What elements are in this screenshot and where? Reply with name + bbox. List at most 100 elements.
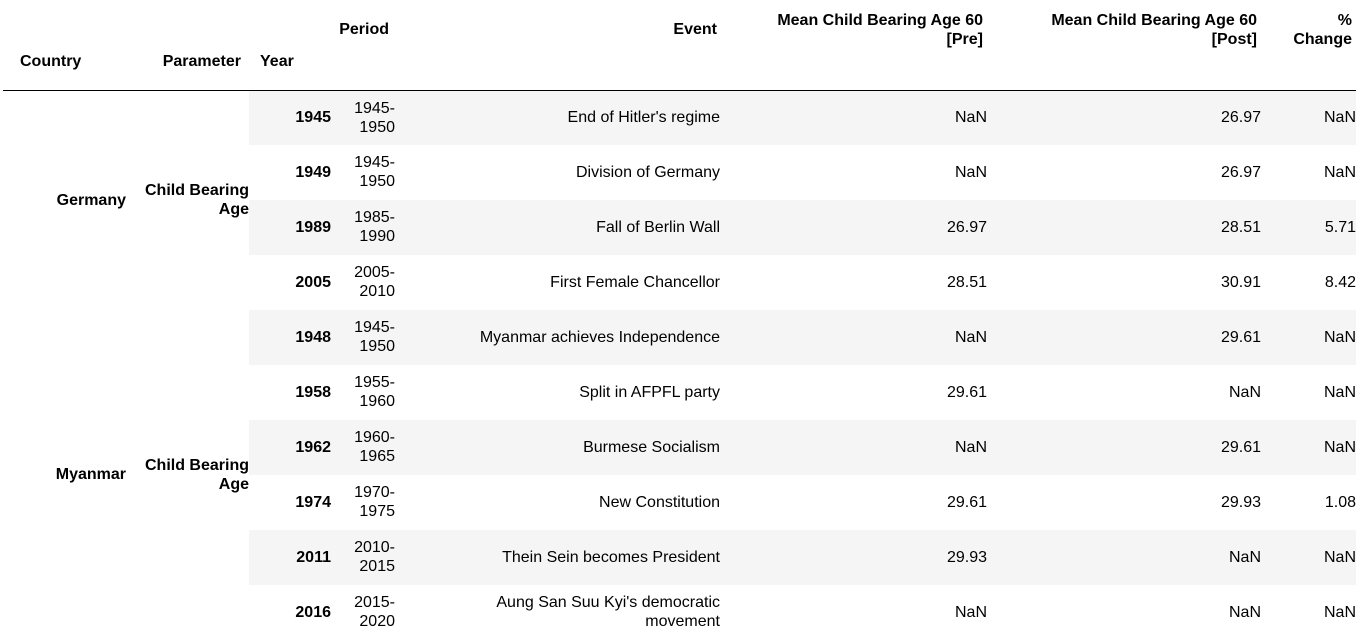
event-cell: Division of Germany xyxy=(395,144,720,200)
post-cell: 30.91 xyxy=(987,254,1261,310)
year-cell: 2011 xyxy=(249,529,331,585)
header-change: % Change xyxy=(1261,0,1356,52)
period-line2: 1975 xyxy=(359,503,395,520)
table-row: 2011 2010- 2015 Thein Sein becomes Presid… xyxy=(3,529,1356,585)
header-blank-3 xyxy=(395,52,720,91)
event-cell: Burmese Socialism xyxy=(395,419,720,475)
change-cell: 8.42 xyxy=(1261,254,1356,310)
header-country: Country xyxy=(20,53,82,70)
country-cell-myanmar: Myanmar xyxy=(3,309,126,640)
year-cell: 1974 xyxy=(249,474,331,530)
post-cell: NaN xyxy=(987,584,1261,640)
header-row-columns: Period Event Mean Child Bearing Age 60 [… xyxy=(3,0,1356,52)
period-line1: 1985- xyxy=(354,209,395,226)
year-cell: 1948 xyxy=(249,309,331,365)
header-blank-5 xyxy=(987,52,1261,91)
parameter-line1: Child Bearing xyxy=(144,456,249,474)
header-blank-country xyxy=(3,0,126,52)
year-cell: 1945 xyxy=(249,90,331,145)
parameter-cell-germany: Child Bearing Age xyxy=(126,90,249,310)
event-cell: Thein Sein becomes President xyxy=(395,529,720,585)
period-line2: 1950 xyxy=(359,338,395,355)
table-row: 2016 2015- 2020 Aung San Suu Kyi's democr… xyxy=(3,584,1356,640)
parameter-line2: Age xyxy=(218,201,249,219)
change-cell: 5.71 xyxy=(1261,199,1356,255)
pre-cell: 28.51 xyxy=(720,254,987,310)
header-period: Period xyxy=(339,21,389,38)
pre-cell: 29.61 xyxy=(720,364,987,420)
table-row: Germany Child Bearing Age 1945 1945- 1950… xyxy=(3,90,1356,310)
header-change-line2: Change xyxy=(1293,30,1352,48)
year-cell: 2016 xyxy=(249,584,331,640)
post-cell: 28.51 xyxy=(987,199,1261,255)
period-cell: 1970- 1975 xyxy=(331,474,395,530)
table-row: 1949 1945- 1950 Division of Germany NaN 2… xyxy=(3,144,1356,200)
table-row: Myanmar Child Bearing Age 1948 1945- 1950… xyxy=(3,309,1356,640)
period-line2: 2010 xyxy=(359,283,395,300)
period-cell: 1955- 1960 xyxy=(331,364,395,420)
period-cell: 1945- 1950 xyxy=(331,144,395,200)
period-line1: 1955- xyxy=(354,374,395,391)
header-blank-parameter xyxy=(126,0,249,52)
change-cell: NaN xyxy=(1261,584,1356,640)
period-line2: 1990 xyxy=(359,228,395,245)
table-body: Germany Child Bearing Age 1945 1945- 1950… xyxy=(3,90,1356,640)
pre-cell: NaN xyxy=(720,419,987,475)
event-cell: End of Hitler's regime xyxy=(395,90,720,145)
event-cell: Split in AFPFL party xyxy=(395,364,720,420)
change-cell: NaN xyxy=(1261,309,1356,365)
period-line2: 2020 xyxy=(359,613,395,630)
period-cell: 1985- 1990 xyxy=(331,199,395,255)
event-cell: New Constitution xyxy=(395,474,720,530)
post-cell: 29.61 xyxy=(987,419,1261,475)
header-pre-line1: Mean Child Bearing Age 60 xyxy=(777,11,983,29)
parameter-line1: Child Bearing xyxy=(144,182,249,200)
period-line2: 1950 xyxy=(359,173,395,190)
period-line1: 2015- xyxy=(354,594,395,611)
header-pre: Mean Child Bearing Age 60 [Pre] xyxy=(720,0,987,52)
header-blank-year xyxy=(249,0,331,52)
event-cell: Aung San Suu Kyi's democratic movement xyxy=(395,584,720,640)
table-row: 1974 1970- 1975 New Constitution 29.61 29… xyxy=(3,474,1356,530)
period-cell: 1945- 1950 xyxy=(331,90,395,145)
header-change-line1: % xyxy=(1337,11,1352,29)
header-blank-2 xyxy=(331,52,395,91)
post-cell: 26.97 xyxy=(987,144,1261,200)
year-cell: 1962 xyxy=(249,419,331,475)
parameter-cell-myanmar: Child Bearing Age xyxy=(126,309,249,640)
period-line1: 2005- xyxy=(354,264,395,281)
year-cell: 1958 xyxy=(249,364,331,420)
period-line2: 1950 xyxy=(359,118,395,136)
year-cell: 2005 xyxy=(249,254,331,310)
pre-cell: NaN xyxy=(720,584,987,640)
header-parameter: Parameter xyxy=(162,53,241,70)
post-cell: 29.93 xyxy=(987,474,1261,530)
pre-cell: NaN xyxy=(720,144,987,200)
period-line2: 1965 xyxy=(359,448,395,465)
header-blank-6 xyxy=(1261,52,1356,91)
change-cell: 1.08 xyxy=(1261,474,1356,530)
change-cell: NaN xyxy=(1261,144,1356,200)
pre-cell: 29.61 xyxy=(720,474,987,530)
pre-cell: 29.93 xyxy=(720,529,987,585)
post-cell: 26.97 xyxy=(987,90,1261,145)
table-row: 1989 1985- 1990 Fall of Berlin Wall 26.97… xyxy=(3,199,1356,255)
post-cell: 29.61 xyxy=(987,309,1261,365)
period-line2: 2015 xyxy=(359,558,395,575)
event-line2: movement xyxy=(645,613,720,630)
period-line2: 1960 xyxy=(359,393,395,410)
period-line1: 1945- xyxy=(354,319,395,336)
pre-cell: NaN xyxy=(720,309,987,365)
event-line1: Aung San Suu Kyi's democratic xyxy=(496,594,720,611)
post-cell: NaN xyxy=(987,364,1261,420)
pre-cell: NaN xyxy=(720,90,987,145)
period-cell: 2010- 2015 xyxy=(331,529,395,585)
period-cell: 2015- 2020 xyxy=(331,584,395,640)
pre-cell: 26.97 xyxy=(720,199,987,255)
change-cell: NaN xyxy=(1261,529,1356,585)
period-cell: 1960- 1965 xyxy=(331,419,395,475)
event-cell: Fall of Berlin Wall xyxy=(395,199,720,255)
event-cell: First Female Chancellor xyxy=(395,254,720,310)
change-cell: NaN xyxy=(1261,90,1356,145)
country-cell-germany: Germany xyxy=(3,90,126,310)
